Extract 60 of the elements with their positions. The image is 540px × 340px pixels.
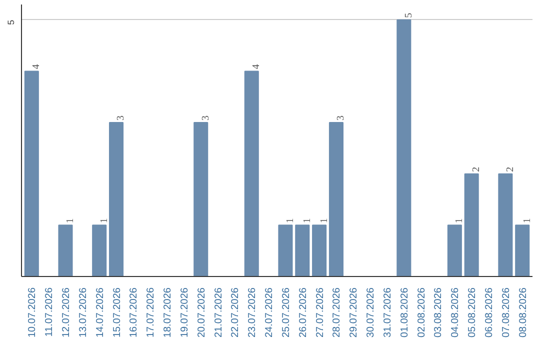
data-label: 3 (336, 116, 347, 121)
x-tick-label: 14.07.2026 (94, 287, 106, 338)
data-label: 5 (403, 12, 414, 18)
bar (328, 122, 344, 276)
data-label: 1 (318, 218, 330, 224)
data-label: 1 (302, 218, 313, 224)
bar (515, 224, 530, 276)
x-tick-label: 03.08.2026 (433, 287, 444, 338)
x-tick-label: 16.07.2026 (128, 287, 140, 338)
x-tick-label: 10.07.2026 (27, 287, 38, 338)
x-tick-label: 02.08.2026 (416, 287, 428, 338)
x-tick-label: 11.07.2026 (44, 287, 56, 337)
data-label: 3 (200, 116, 212, 121)
x-tick-label: 15.07.2026 (112, 287, 123, 338)
x-tick-label: 29.07.2026 (348, 287, 360, 338)
x-tick-label: 04.08.2026 (450, 287, 462, 338)
x-tick-label: 27.07.2026 (314, 287, 326, 338)
x-tick-label: 22.07.2026 (230, 287, 242, 338)
data-label: 1 (284, 218, 296, 224)
data-label: 3 (116, 116, 127, 121)
x-tick-label: 07.08.2026 (500, 287, 512, 338)
x-tick-label: 26.07.2026 (298, 287, 309, 338)
bar (108, 122, 124, 276)
bar (396, 19, 412, 276)
x-tick-label: 30.07.2026 (366, 287, 377, 338)
x-tick-label: 28.07.2026 (332, 287, 343, 338)
data-label: 1 (98, 218, 110, 224)
data-label: 1 (64, 218, 76, 224)
x-tick-label: 06.08.2026 (484, 287, 496, 338)
x-tick-label: 23.07.2026 (247, 287, 258, 338)
bar (498, 173, 513, 276)
x-tick-label: 17.07.2026 (146, 287, 157, 338)
data-label: 1 (522, 218, 533, 224)
data-label: 2 (471, 166, 482, 172)
bar (24, 70, 39, 276)
x-tick-label: 21.07.2026 (213, 287, 224, 338)
x-tick-label: 12.07.2026 (60, 287, 72, 338)
data-label: 4 (251, 64, 262, 70)
x-tick-label: 24.07.2026 (264, 287, 276, 338)
bar (92, 224, 107, 276)
x-tick-label: 18.07.2026 (162, 287, 174, 338)
x-tick-label: 05.08.2026 (467, 287, 478, 338)
x-tick-label: 20.07.2026 (196, 287, 208, 338)
x-tick-label: 01.08.2026 (399, 287, 410, 338)
x-tick-label: 13.07.2026 (78, 287, 89, 338)
bar (194, 122, 208, 276)
bar (295, 224, 310, 276)
bar (312, 224, 327, 276)
x-tick-label: 25.07.2026 (280, 287, 292, 338)
bar (464, 173, 479, 276)
bar (278, 224, 293, 276)
bar (244, 70, 259, 276)
bar (447, 224, 462, 276)
x-tick-label: 08.08.2026 (518, 287, 529, 338)
x-tick-label: 31.07.2026 (382, 287, 394, 338)
bar (58, 224, 73, 276)
data-label: 1 (454, 218, 466, 224)
x-tick-label: 19.07.2026 (179, 287, 190, 338)
data-label: 4 (31, 64, 42, 70)
data-label: 2 (504, 166, 516, 172)
